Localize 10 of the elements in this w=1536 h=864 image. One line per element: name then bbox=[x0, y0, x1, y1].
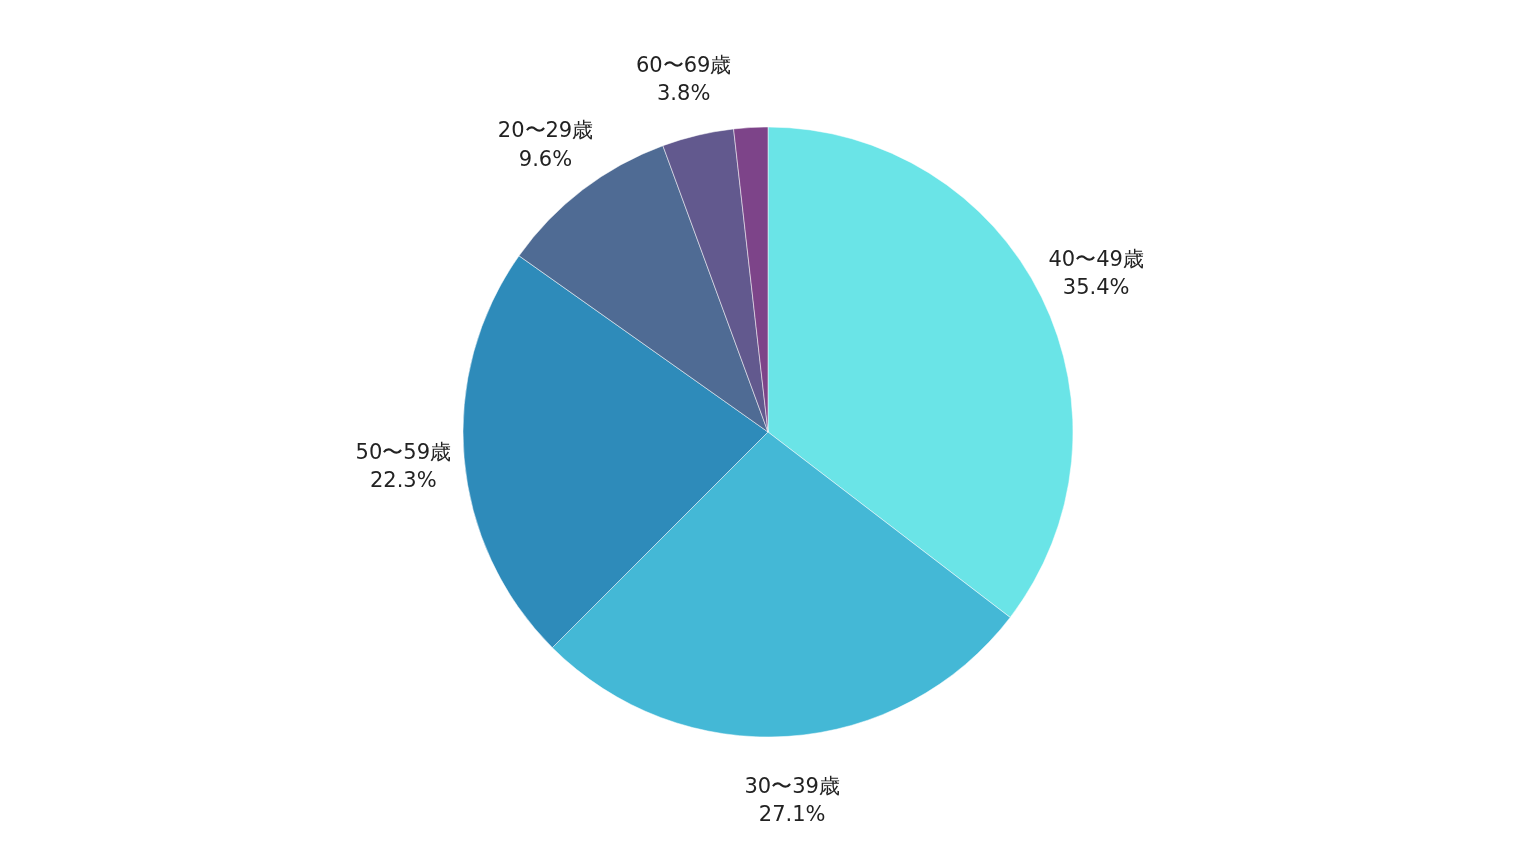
slice-label: 40〜49歳 bbox=[1048, 246, 1144, 271]
slice-label: 60〜69歳 bbox=[635, 52, 732, 77]
data-label: 35.4% bbox=[1062, 275, 1130, 300]
slice-label: 50〜59歳 bbox=[355, 439, 452, 464]
slice-label: 20〜29歳 bbox=[497, 118, 594, 143]
data-label: 3.8% bbox=[657, 81, 711, 105]
slice-label: 30〜39歳 bbox=[744, 774, 840, 798]
data-label: 22.3% bbox=[369, 468, 437, 493]
data-label: 9.6% bbox=[518, 146, 573, 171]
data-label: 27.1% bbox=[758, 802, 826, 827]
